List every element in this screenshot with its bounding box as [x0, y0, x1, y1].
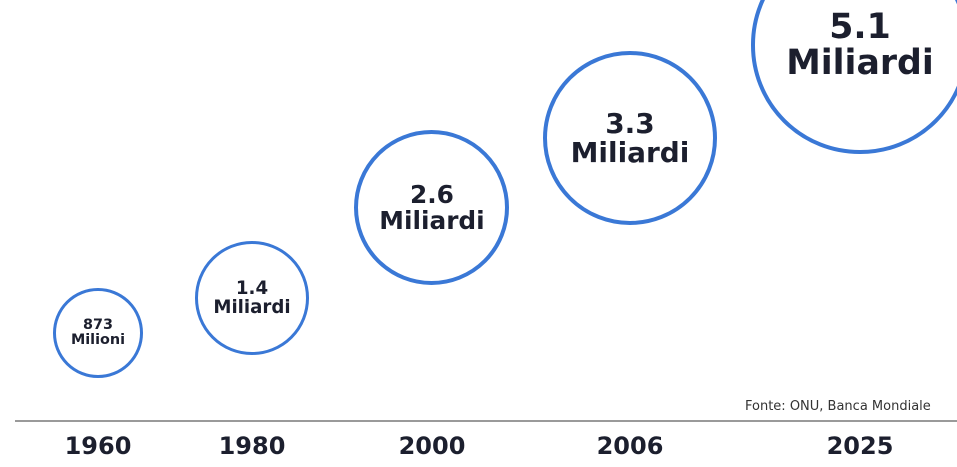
- baseline: [15, 420, 957, 422]
- x-tick-label: 1980: [218, 432, 286, 460]
- x-tick-label: 2000: [398, 432, 466, 460]
- bubble-label: 1.4 Miliardi: [213, 277, 291, 318]
- bubble-label: 3.3 Miliardi: [570, 106, 690, 169]
- bubble-label: 873 Milioni: [70, 316, 126, 348]
- bubble: 873 Milioni: [53, 288, 143, 378]
- bubble: 3.3 Miliardi: [542, 50, 718, 226]
- bubble-label: 5.1 Miliardi: [786, 6, 934, 83]
- bubble: 1.4 Miliardi: [195, 241, 309, 355]
- x-tick-label: 2006: [596, 432, 664, 460]
- bubble: 2.6 Miliardi: [354, 130, 510, 286]
- source-note: Fonte: ONU, Banca Mondiale: [745, 399, 931, 414]
- bubble-label: 2.6 Miliardi: [379, 179, 485, 235]
- bubble: 5.1 Miliardi: [751, 0, 957, 154]
- x-tick-label: 1960: [64, 432, 132, 460]
- x-tick-label: 2025: [826, 432, 894, 460]
